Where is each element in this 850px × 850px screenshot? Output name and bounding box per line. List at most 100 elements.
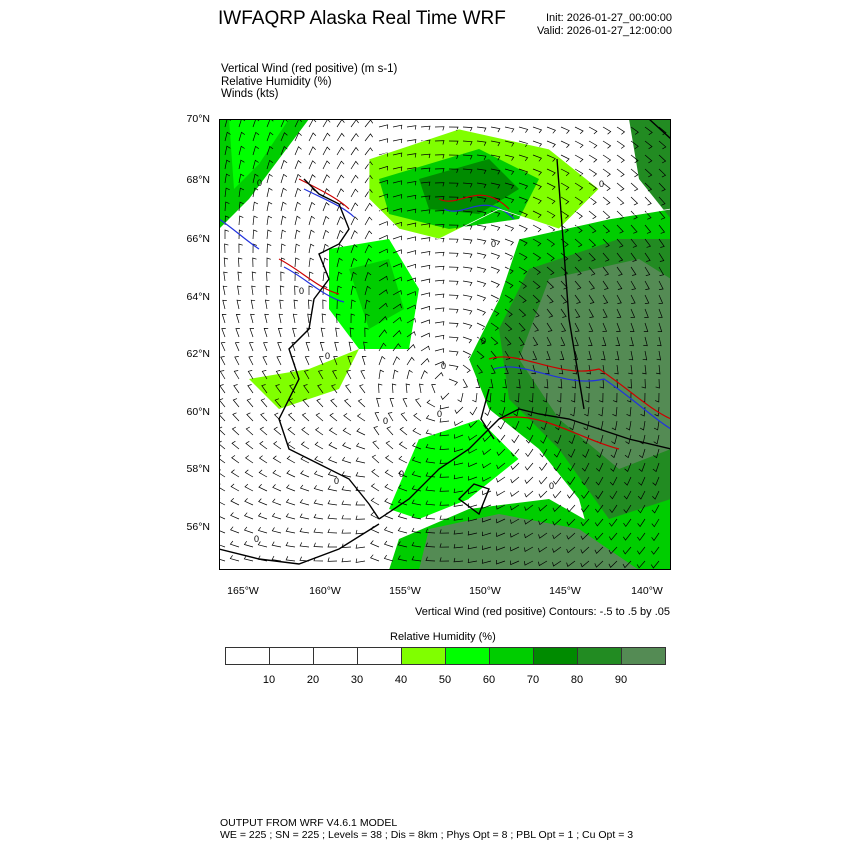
wind-barb: [425, 486, 436, 492]
wind-barb: [546, 210, 556, 219]
wind-barb: [378, 248, 388, 254]
wind-barb: [370, 511, 380, 520]
wind-barb: [280, 119, 288, 128]
wind-barb: [546, 140, 556, 148]
wind-barb: [658, 196, 666, 206]
wind-barb: [425, 514, 436, 520]
wind-barb: [245, 426, 254, 436]
wind-barb: [399, 426, 408, 436]
wind-barb: [236, 299, 241, 310]
wind-barb: [569, 420, 576, 431]
wind-barb: [364, 133, 373, 142]
wind-barb: [588, 182, 598, 191]
wind-barb: [327, 528, 338, 534]
wind-barb: [328, 427, 338, 436]
wind-barb: [425, 556, 436, 562]
wind-barb: [280, 187, 287, 198]
wind-barb: [250, 313, 255, 324]
wind-barb: [611, 434, 618, 445]
wind-barb: [233, 384, 240, 394]
wind-barb: [448, 322, 459, 328]
wind-barb: [448, 350, 459, 356]
wind-barb: [285, 541, 296, 548]
wind-barb: [434, 251, 445, 257]
wind-barb: [238, 173, 245, 184]
wind-barb: [462, 364, 471, 373]
colorbar-swatch: [490, 648, 534, 664]
wind-barb: [378, 316, 388, 324]
wind-barb: [355, 558, 366, 563]
wind-barb: [322, 215, 330, 226]
wind-barb: [392, 194, 403, 199]
wind-barb: [496, 448, 506, 456]
wind-barb: [595, 476, 604, 486]
wind-barb: [642, 364, 647, 375]
wind-barb: [560, 154, 570, 163]
wind-barb: [434, 334, 445, 340]
wind-barb: [384, 498, 394, 506]
wind-barb: [552, 546, 562, 553]
wind-barb: [280, 132, 288, 142]
wind-barb: [566, 532, 576, 540]
wind-barb: [257, 512, 268, 520]
wind-barb: [327, 470, 338, 478]
wind-barb: [560, 140, 570, 148]
wind-barb: [496, 532, 506, 538]
wind-barb: [524, 462, 534, 471]
wind-barb: [355, 515, 366, 520]
wind-barb: [273, 441, 282, 450]
wind-barb: [540, 420, 548, 431]
wind-barb: [314, 456, 324, 464]
wind-barb: [616, 154, 625, 163]
wind-barb: [518, 224, 528, 232]
wind-barb: [462, 210, 473, 216]
wind-barb: [594, 518, 604, 527]
wind-barb: [301, 427, 310, 436]
wind-barb: [546, 154, 556, 162]
wind-barb: [496, 560, 506, 565]
wind-barb: [637, 546, 646, 555]
wind-barb: [609, 476, 618, 486]
wind-barb: [630, 140, 639, 149]
wind-barb: [543, 378, 549, 389]
wind-barb: [637, 490, 646, 500]
wind-barb: [271, 512, 282, 520]
wind-barb: [378, 355, 386, 366]
wind-barb: [286, 470, 296, 478]
wind-barb: [580, 546, 590, 554]
wind-barb: [472, 392, 478, 403]
wind-barb: [653, 420, 660, 431]
wind-barb: [467, 503, 478, 508]
wind-barb: [373, 426, 380, 436]
lat-label: 68°N: [186, 174, 210, 186]
wind-barb: [448, 378, 458, 386]
wind-barb: [415, 398, 422, 408]
field-list: Vertical Wind (red positive) (m s-1) Rel…: [221, 63, 397, 101]
wind-barb: [231, 440, 240, 450]
wind-barb: [574, 252, 583, 262]
wind-barb: [293, 299, 298, 310]
wind-barb: [532, 280, 541, 290]
wind-barb: [434, 126, 445, 131]
wind-barb: [542, 392, 548, 403]
wind-barb: [434, 182, 445, 187]
wind-barb: [439, 404, 450, 410]
wind-barb: [335, 327, 340, 338]
wind-barb: [651, 532, 660, 542]
wind-barb: [638, 476, 646, 486]
wind-barb: [490, 322, 499, 331]
wind-barb: [482, 518, 492, 523]
wind-barb: [453, 557, 464, 563]
wind-barb: [232, 398, 240, 408]
wind-barb: [490, 364, 496, 374]
wind-barb: [448, 336, 459, 342]
wind-barb: [378, 369, 385, 380]
wind-barb: [378, 193, 388, 199]
colorbar: [225, 647, 666, 665]
lon-label: 150°W: [469, 585, 501, 597]
wind-barb: [419, 383, 424, 394]
wind-barb: [581, 462, 590, 472]
wind-barb: [630, 322, 635, 332]
wind-barb: [308, 132, 317, 142]
wind-barb: [252, 159, 259, 170]
